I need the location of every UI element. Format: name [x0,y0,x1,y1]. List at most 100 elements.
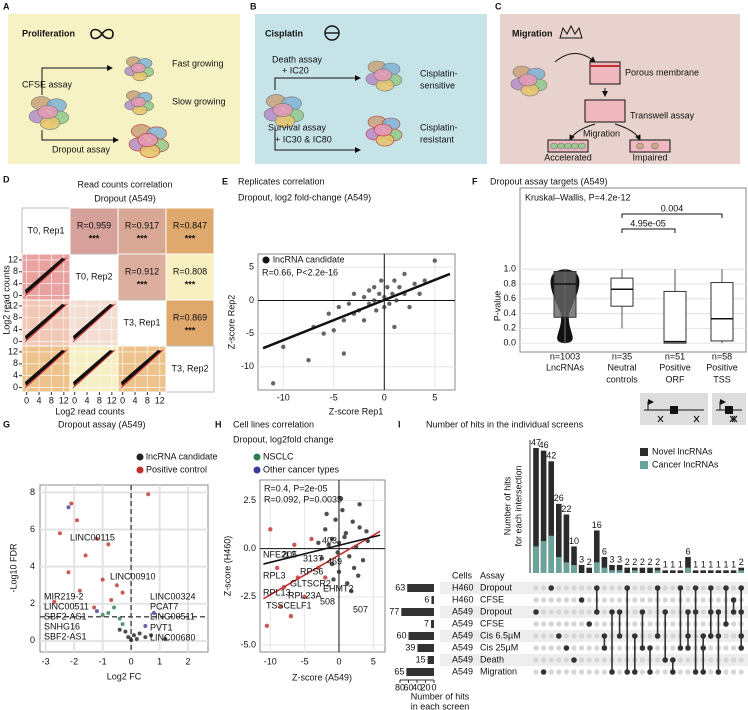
x-axis-label: Z-score (A549) [292,672,352,682]
matrix-dot [556,621,562,627]
point [343,531,349,536]
fit-line [72,303,116,343]
legend-marker [253,453,261,461]
matrix-dot [579,609,585,615]
x-tick-label: 1 [157,656,162,666]
point [129,637,134,642]
point [288,613,294,619]
matrix-dot [586,597,592,603]
matrix-dot [670,645,676,651]
matrix-dot [594,669,600,675]
matrix-dot [563,597,570,603]
bar [738,567,744,573]
matrix-dot [616,609,623,615]
matrix-dot [685,657,691,663]
bar [540,541,547,573]
panel-title: Dropout (A549) [94,193,156,203]
y-tick-label: 2 [30,598,35,608]
x-tick-label: 4 [85,395,90,405]
matrix-dot [586,585,592,591]
category-label: controls [606,374,638,384]
migration-label: Migration [583,128,620,138]
bar [563,514,570,573]
panel-title: Dropout, log2fold change [233,434,334,444]
transwell [589,61,621,85]
matrix-dot [700,597,706,603]
value-label: 2 [632,557,637,567]
cell-icon [373,123,393,137]
point [126,635,131,640]
assay-label: CFSE assay [22,79,73,89]
matrix-dot [731,585,737,591]
gene-label: NFE2L2 [263,549,296,559]
outcome-label: sensitive [420,80,455,90]
box [610,277,634,307]
matrix-dot [533,597,539,603]
point [412,281,417,287]
bar [647,567,653,573]
matrix-dot [579,657,585,663]
matrix-dot [708,669,714,675]
plot-area [259,479,386,653]
y-tick-label: 5 [249,262,254,272]
y-tick-label: 4 [13,278,18,288]
matrix-dot [670,621,676,627]
point [69,501,74,506]
assay-label: Cis 6.5µM [480,630,521,640]
cell-icon [518,73,538,87]
assay-label: + IC30 & IC80 [275,134,332,144]
bar [563,562,570,573]
matrix-dot [731,633,737,639]
point [340,507,345,513]
point [382,294,387,300]
outcome-label: Cisplatin- [420,122,458,132]
x-axis-label: in each screen [411,701,470,710]
matrix-dot [692,669,699,675]
point [360,558,366,563]
matrix-dot [632,585,638,591]
matrix-dot [708,609,714,615]
point [151,611,156,616]
matrix-dot [556,633,562,639]
matrix-dot [654,633,661,639]
matrix-dot [632,633,638,639]
correlation-cell [165,207,215,255]
point [264,623,270,628]
gene-label: TSSCELF1 [266,600,312,610]
point [112,605,117,610]
point [94,609,99,614]
matrix-dot [571,633,577,639]
fit-line [120,349,164,389]
y-tick-label: 0 [13,382,18,392]
assay-label: CFSE [480,594,504,604]
transwell [584,99,626,123]
y-axis-label: Z-score Rep2 [226,295,236,350]
matrix-dot [647,585,653,591]
matrix-dot [601,585,608,591]
matrix-dot [579,633,585,639]
point [274,565,280,571]
matrix-dot [639,657,646,663]
point [392,324,397,330]
x-tick-label: 80 [395,682,405,692]
matrix-dot [609,669,615,675]
point [321,331,326,336]
diagonal-cell [165,345,215,393]
matrix-dot [647,609,653,615]
column-header: Cells [452,570,473,580]
value-label: 2 [640,557,645,567]
set-size-label: 39 [405,642,415,652]
assay-label: Dropout assay [52,144,111,154]
matrix-dot [647,597,653,603]
matrix-dot [563,657,570,663]
panel-title: Cisplatin [265,28,303,38]
matrix-dot [609,597,615,603]
panel-title: Replicates correlation [238,176,325,186]
matrix-dot [632,609,638,615]
bar [586,567,592,573]
matrix-dot [655,645,661,651]
matrix-dot [738,669,744,675]
matrix-dot [685,609,691,615]
matrix-dot [700,585,706,591]
y-axis-label: P-value [492,291,502,322]
